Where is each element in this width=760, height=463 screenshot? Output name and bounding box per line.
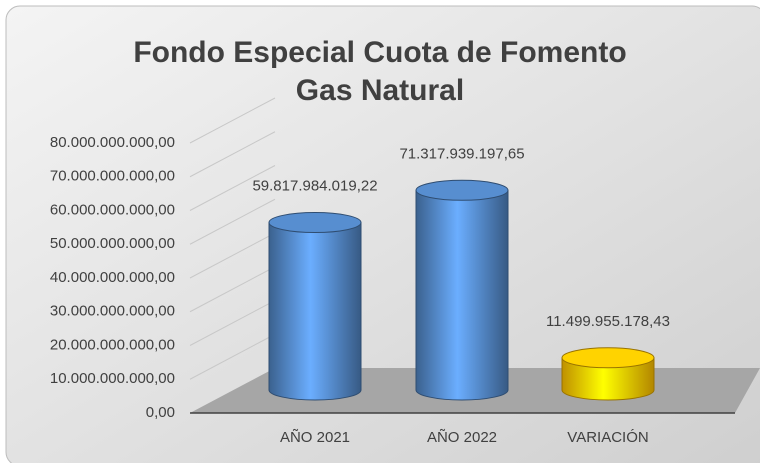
grid-line (189, 300, 276, 346)
x-tick-label: AÑO 2021 (280, 429, 350, 446)
y-tick-label: 70.000.000.000,00 (50, 168, 175, 185)
value-label: 71.317.939.197,65 (399, 145, 524, 162)
y-tick-label: 20.000.000.000,00 (50, 336, 175, 353)
bar (268, 222, 362, 401)
y-tick-label: 50.000.000.000,00 (50, 235, 175, 252)
y-tick-label: 60.000.000.000,00 (50, 201, 175, 218)
x-tick-label: VARIACIÓN (567, 429, 648, 446)
x-tick-label: AÑO 2022 (427, 429, 497, 446)
chart-title: Fondo Especial Cuota de Fomento Gas Natu… (133, 36, 627, 107)
bar (561, 357, 655, 401)
value-label: 11.499.955.178,43 (546, 313, 670, 330)
grid-line (189, 165, 276, 211)
y-tick-label: 10.000.000.000,00 (50, 370, 175, 387)
bar (415, 189, 509, 401)
grid-line (189, 333, 276, 380)
bar-top (415, 179, 509, 201)
y-tick-label: 0,00 (146, 404, 175, 421)
grid-line (189, 198, 276, 245)
value-label: 59.817.984.019,22 (252, 177, 377, 194)
grid-line (189, 97, 276, 144)
grid-line (189, 131, 276, 178)
grid-line (189, 266, 276, 313)
y-tick-label: 40.000.000.000,00 (50, 269, 175, 286)
grid-line (189, 232, 276, 279)
bar-top (268, 212, 362, 234)
y-tick-label: 80.000.000.000,00 (50, 134, 175, 151)
bar-top (561, 347, 655, 369)
chart-background (5, 5, 760, 463)
y-tick-label: 30.000.000.000,00 (50, 303, 175, 320)
